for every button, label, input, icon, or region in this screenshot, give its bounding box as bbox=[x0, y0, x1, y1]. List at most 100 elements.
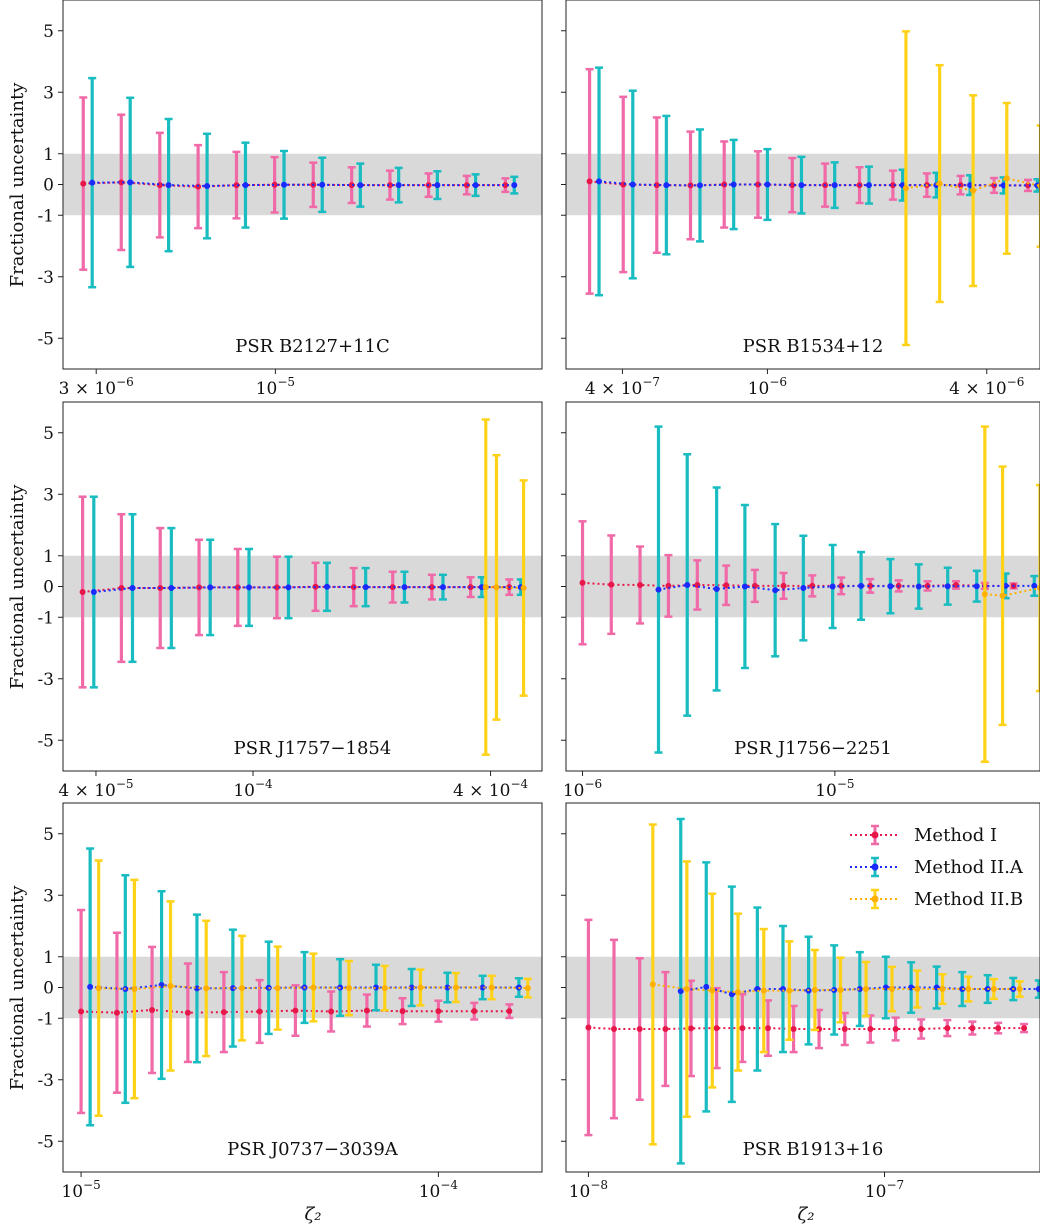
data-point bbox=[1037, 585, 1040, 592]
x-axis-label-left: ζ₂ bbox=[305, 1204, 322, 1225]
series-method-iia bbox=[88, 76, 519, 289]
data-point bbox=[511, 182, 518, 189]
data-point bbox=[184, 1009, 191, 1016]
data-point bbox=[242, 182, 249, 189]
axes-frame bbox=[565, 0, 1040, 370]
legend-entry-method-iia: Method II.A bbox=[850, 856, 1024, 878]
data-point bbox=[506, 1008, 513, 1015]
x-tick-label: 3 × 10−6 bbox=[59, 375, 134, 399]
y-tick-label: -3 bbox=[37, 268, 54, 288]
data-point bbox=[204, 183, 211, 190]
data-point bbox=[965, 986, 972, 993]
panel-6: 10−8 10−7 PSR B1913+16 bbox=[561, 802, 1040, 1202]
axes-frame bbox=[62, 0, 543, 370]
data-point bbox=[990, 986, 997, 993]
data-point bbox=[655, 586, 662, 593]
axes-frame bbox=[62, 802, 543, 1173]
data-layer bbox=[578, 425, 1040, 764]
data-point bbox=[89, 179, 96, 186]
data-point bbox=[1016, 986, 1023, 993]
data-layer bbox=[79, 76, 519, 289]
series-method-iib bbox=[901, 30, 1040, 347]
data-point bbox=[636, 1026, 643, 1033]
x-tick-label: 10−8 bbox=[569, 1178, 608, 1202]
data-point bbox=[741, 583, 748, 590]
series-method-iia bbox=[86, 847, 523, 1127]
data-point bbox=[939, 986, 946, 993]
data-point bbox=[467, 584, 474, 591]
data-point bbox=[687, 1025, 694, 1032]
y-tick-label: 3 bbox=[43, 83, 54, 103]
axes-frame bbox=[62, 401, 543, 772]
data-point bbox=[434, 182, 441, 189]
data-point bbox=[399, 1008, 406, 1015]
data-point bbox=[1037, 183, 1040, 189]
y-tick-label: -5 bbox=[37, 1132, 54, 1152]
data-point bbox=[579, 579, 586, 586]
data-point bbox=[323, 583, 330, 590]
data-point bbox=[274, 985, 281, 992]
data-point bbox=[889, 182, 896, 189]
data-point bbox=[999, 592, 1006, 599]
series-method-i bbox=[584, 918, 1029, 1137]
series-line bbox=[598, 180, 1038, 187]
data-point bbox=[981, 591, 988, 598]
data-point bbox=[915, 583, 922, 590]
x-tick-label: 4 × 10−4 bbox=[453, 777, 529, 801]
data-point bbox=[463, 182, 470, 189]
series-method-i bbox=[578, 520, 1018, 646]
series-method-iib bbox=[648, 823, 1024, 1146]
data-point bbox=[798, 182, 805, 189]
y-tick-label: -3 bbox=[37, 1071, 54, 1091]
data-point bbox=[713, 1025, 720, 1032]
data-point bbox=[780, 582, 787, 589]
data-point bbox=[1035, 986, 1040, 993]
data-point bbox=[78, 1008, 85, 1015]
panel-2: 4 × 10−7 10−6 4 × 10−6 PSR B1534+12 bbox=[561, 0, 1040, 399]
y-tick-label: -3 bbox=[37, 670, 54, 690]
data-point bbox=[858, 582, 865, 589]
data-point bbox=[220, 1009, 227, 1016]
data-point bbox=[772, 587, 779, 594]
x-tick-label: 10−4 bbox=[419, 1178, 459, 1202]
data-point bbox=[841, 1026, 848, 1033]
data-point bbox=[95, 985, 102, 992]
data-layer bbox=[78, 418, 528, 756]
data-point bbox=[973, 583, 980, 590]
data-point bbox=[995, 1025, 1002, 1032]
data-point bbox=[87, 983, 94, 990]
data-point bbox=[811, 986, 818, 993]
data-point bbox=[764, 1025, 771, 1032]
data-point bbox=[408, 984, 415, 991]
data-point bbox=[167, 982, 174, 989]
data-point bbox=[653, 182, 660, 189]
data-point bbox=[428, 584, 435, 591]
x-tick-label: 10−6 bbox=[748, 375, 787, 399]
data-point bbox=[829, 583, 836, 590]
data-point bbox=[739, 1025, 746, 1032]
data-point bbox=[789, 182, 796, 189]
series-method-iib bbox=[481, 418, 528, 756]
data-point bbox=[90, 589, 97, 596]
x-tick-label: 10−5 bbox=[815, 777, 854, 801]
data-point bbox=[760, 987, 767, 994]
y-tick-label: -5 bbox=[37, 731, 54, 751]
data-point bbox=[629, 181, 636, 188]
data-point bbox=[310, 984, 317, 991]
y-tick-label: -1 bbox=[37, 1009, 54, 1029]
y-tick-label: 5 bbox=[43, 22, 54, 42]
y-tick-label: -1 bbox=[37, 206, 54, 226]
data-point bbox=[831, 182, 838, 189]
data-point bbox=[709, 987, 716, 994]
data-point bbox=[149, 1006, 156, 1013]
data-point bbox=[856, 986, 863, 993]
data-point bbox=[703, 983, 710, 990]
data-point bbox=[238, 985, 245, 992]
series-line bbox=[582, 581, 1014, 587]
data-point bbox=[80, 180, 87, 187]
data-point bbox=[970, 187, 977, 194]
data-point bbox=[865, 182, 872, 189]
data-point bbox=[662, 1026, 669, 1033]
data-point bbox=[401, 584, 408, 591]
